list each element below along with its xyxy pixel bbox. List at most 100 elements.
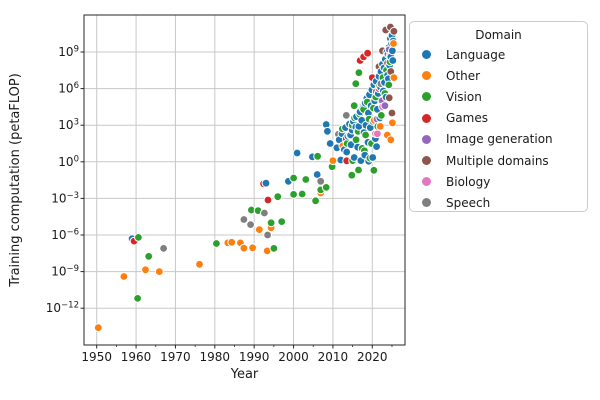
data-point-other xyxy=(386,135,396,145)
data-point-vision xyxy=(361,130,371,140)
data-point-biology xyxy=(373,129,382,139)
data-point-other xyxy=(141,265,150,275)
legend: Domain Language Other Vision Games Image gen… xyxy=(409,21,588,212)
y-tick-label: 10−12 xyxy=(46,301,79,316)
legend-swatch-other xyxy=(422,71,431,81)
data-point-vision xyxy=(376,111,386,120)
data-point-other xyxy=(227,237,237,247)
y-tick-label: 106 xyxy=(58,81,79,96)
legend-swatch-vision xyxy=(422,92,431,102)
data-point-other xyxy=(389,73,399,82)
x-tick-label: 2000 xyxy=(278,350,309,364)
data-point-other xyxy=(375,122,385,131)
legend-label-image-generation: Image generation xyxy=(446,132,553,147)
data-point-vision xyxy=(289,173,299,183)
data-point-vision xyxy=(297,189,307,199)
legend-label-speech: Speech xyxy=(446,195,491,210)
data-point-language xyxy=(261,178,271,188)
data-point-vision xyxy=(277,217,287,227)
legend-swatch-games xyxy=(422,113,431,123)
y-axis-label: Training computation (petaFLOP) xyxy=(8,73,23,288)
data-point-language xyxy=(292,148,302,158)
data-point-vision xyxy=(321,183,331,192)
data-point-other xyxy=(154,267,164,277)
data-point-speech xyxy=(246,220,256,230)
data-point-vision xyxy=(354,165,363,175)
data-point-vision xyxy=(349,101,359,111)
x-tick-label: 2020 xyxy=(357,350,388,364)
data-point-vision xyxy=(384,80,394,90)
data-point-vision xyxy=(347,170,357,180)
x-tick-label: 2010 xyxy=(318,350,349,364)
data-point-vision xyxy=(269,244,279,253)
points-layer xyxy=(93,22,399,333)
data-point-other xyxy=(254,225,264,235)
data-point-vision xyxy=(289,190,299,199)
plot-area-border xyxy=(83,14,406,346)
legend-item-multiple-domains: Multiple domains xyxy=(410,150,587,171)
legend-item-image-generation: Image generation xyxy=(410,129,587,150)
data-point-vision xyxy=(266,218,276,228)
data-point-language xyxy=(372,142,382,152)
data-point-multiple-domains xyxy=(389,26,399,36)
data-point-games xyxy=(363,48,373,58)
y-tick-label: 103 xyxy=(58,118,79,133)
y-tick-label: 10−6 xyxy=(51,228,79,243)
legend-item-biology: Biology xyxy=(410,171,587,192)
data-point-language xyxy=(325,139,335,148)
data-point-vision xyxy=(351,135,361,145)
data-point-vision xyxy=(301,175,311,184)
data-point-vision xyxy=(313,151,323,161)
legend-swatch-image-generation xyxy=(422,134,431,144)
data-point-vision xyxy=(212,239,221,248)
data-point-other xyxy=(388,118,397,128)
data-point-speech xyxy=(263,230,273,240)
data-point-games xyxy=(263,195,273,205)
y-tick-label: 109 xyxy=(58,45,79,60)
data-point-speech xyxy=(260,208,269,218)
x-tick-label: 1970 xyxy=(160,350,191,364)
y-tick-label: 10−3 xyxy=(51,191,79,206)
data-point-language xyxy=(388,56,398,65)
data-point-other xyxy=(248,243,258,253)
data-point-image-generation xyxy=(380,101,390,111)
legend-items: Language Other Vision Games Image generation… xyxy=(410,44,587,214)
legend-item-speech: Speech xyxy=(410,192,587,213)
legend-label-games: Games xyxy=(446,111,488,126)
data-point-speech xyxy=(159,244,169,253)
x-tick-label: 1950 xyxy=(81,350,112,364)
data-point-multiple-domains xyxy=(387,108,397,118)
data-point-other xyxy=(389,39,398,48)
data-point-other xyxy=(328,156,338,166)
data-point-vision xyxy=(351,79,361,89)
legend-swatch-multiple-domains xyxy=(422,156,431,166)
data-point-speech xyxy=(239,215,249,224)
data-point-vision xyxy=(354,68,364,78)
data-point-vision xyxy=(133,294,143,303)
legend-item-other: Other xyxy=(410,65,587,86)
y-tick-label: 100 xyxy=(58,154,79,169)
data-point-multiple-domains xyxy=(384,93,394,103)
data-point-language xyxy=(312,170,322,179)
data-point-vision xyxy=(273,192,283,202)
data-point-other xyxy=(119,272,129,281)
data-point-vision xyxy=(369,165,379,175)
legend-swatch-language xyxy=(422,50,431,60)
data-point-language xyxy=(342,147,352,157)
data-point-vision xyxy=(311,196,321,206)
data-point-language xyxy=(388,46,397,56)
legend-label-other: Other xyxy=(446,68,481,83)
legend-label-language: Language xyxy=(446,47,506,62)
data-point-speech xyxy=(316,176,326,186)
data-point-language xyxy=(323,126,332,136)
data-point-other xyxy=(93,323,103,333)
data-point-speech xyxy=(341,111,351,120)
data-point-other xyxy=(195,259,204,269)
x-tick-label: 1960 xyxy=(121,350,152,364)
legend-swatch-biology xyxy=(422,177,431,187)
x-tick-label: 1980 xyxy=(200,350,231,364)
data-point-vision xyxy=(144,252,154,261)
legend-item-language: Language xyxy=(410,44,587,65)
